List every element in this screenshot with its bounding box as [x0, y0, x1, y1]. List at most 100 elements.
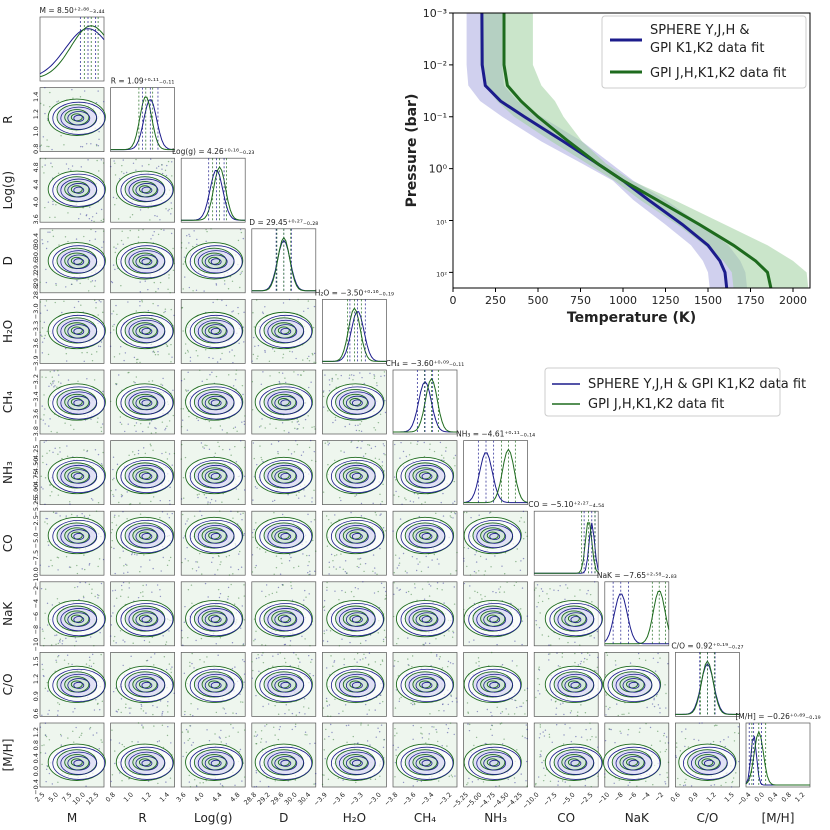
scatter-point [182, 408, 184, 410]
scatter-point [100, 430, 103, 433]
scatter-point [237, 498, 240, 501]
scatter-point [142, 584, 144, 587]
scatter-point [684, 781, 686, 784]
scatter-point [581, 652, 583, 655]
scatter-point [255, 769, 257, 772]
scatter-point [555, 707, 558, 709]
scatter-point [313, 352, 316, 355]
scatter-point [373, 592, 376, 594]
scatter-point [373, 374, 375, 376]
scatter-point [58, 703, 61, 706]
corner-panel-9-10 [675, 722, 740, 788]
corner-x-tick-label: −3.9 [312, 791, 329, 808]
scatter-point [519, 705, 521, 708]
scatter-point [308, 561, 310, 563]
contour-blue [274, 529, 298, 544]
scatter-point [205, 497, 207, 499]
scatter-point [50, 430, 52, 433]
scatter-point [295, 357, 297, 360]
scatter-point [379, 694, 381, 696]
scatter-point [297, 298, 299, 301]
scatter-point [94, 595, 96, 598]
scatter-point [57, 172, 60, 174]
scatter-point [173, 262, 176, 265]
contour-blue [189, 386, 243, 420]
scatter-point [78, 218, 80, 220]
scatter-point [328, 566, 331, 568]
scatter-point [221, 501, 223, 503]
scatter-point [57, 656, 59, 658]
scatter-point [228, 351, 231, 353]
scatter-point [123, 172, 125, 175]
scatter-point [49, 382, 52, 385]
scatter-point [98, 170, 100, 172]
scatter-point [339, 497, 341, 499]
scatter-point [731, 781, 733, 784]
scatter-point [59, 515, 61, 517]
scatter-point [288, 709, 290, 711]
scatter-point [162, 556, 164, 559]
scatter-point [296, 428, 298, 430]
scatter-point [312, 354, 314, 356]
corner-x-tick-label: 29.2 [256, 791, 272, 807]
scatter-point [45, 281, 48, 284]
scatter-point [359, 642, 362, 645]
scatter-point [540, 755, 542, 757]
scatter-point [366, 713, 368, 715]
scatter-point [225, 743, 228, 745]
scatter-point [133, 381, 135, 383]
scatter-point [536, 584, 539, 586]
corner-x-tick-label: −2 [653, 791, 665, 803]
scatter-point [393, 593, 395, 596]
contour-blue [280, 472, 292, 480]
scatter-point [442, 515, 445, 517]
scatter-point [168, 516, 171, 519]
scatter-point [51, 565, 53, 567]
scatter-point [313, 783, 315, 785]
scatter-point [523, 538, 525, 540]
corner-y-tick-label: 30.4 [32, 233, 40, 247]
scatter-point [522, 510, 525, 513]
scatter-point [181, 629, 183, 632]
contour-blue [400, 459, 454, 494]
scatter-point [374, 661, 377, 663]
scatter-point [334, 698, 336, 701]
scatter-point [166, 458, 169, 460]
scatter-point [195, 785, 198, 788]
scatter-point [473, 744, 475, 747]
scatter-point [99, 631, 101, 634]
scatter-point [109, 400, 112, 403]
hist-frame [39, 16, 105, 82]
corner-panel-1-5 [109, 369, 175, 435]
scatter-point [47, 201, 50, 203]
scatter-point [335, 568, 337, 570]
scatter-point [152, 713, 154, 716]
contour-blue [141, 258, 153, 266]
scatter-point [333, 661, 335, 663]
scatter-point [153, 231, 155, 233]
scatter-point [163, 656, 166, 658]
hist-title: NaK = −7.65⁺²·⁵⁸₋₂.₈₃ [597, 571, 677, 580]
scatter-point [206, 729, 208, 731]
scatter-point [116, 711, 118, 713]
scatter-point [413, 702, 416, 705]
scatter-point [476, 591, 479, 594]
scatter-point [262, 652, 264, 654]
scatter-point [501, 664, 504, 666]
scatter-point [44, 734, 47, 736]
scatter-point [506, 581, 508, 583]
scatter-point [90, 143, 92, 145]
contour-blue [421, 533, 433, 541]
scatter-point [74, 637, 77, 639]
scatter-point [344, 704, 347, 706]
scatter-point [407, 637, 409, 639]
scatter-point [302, 427, 305, 429]
scatter-point [382, 443, 385, 445]
scatter-point [212, 301, 214, 304]
scatter-point [119, 416, 122, 418]
scatter-point [334, 590, 336, 592]
scatter-point [392, 615, 395, 618]
contour-blue [267, 464, 305, 489]
scatter-point [190, 744, 193, 746]
contour-blue [468, 746, 522, 780]
